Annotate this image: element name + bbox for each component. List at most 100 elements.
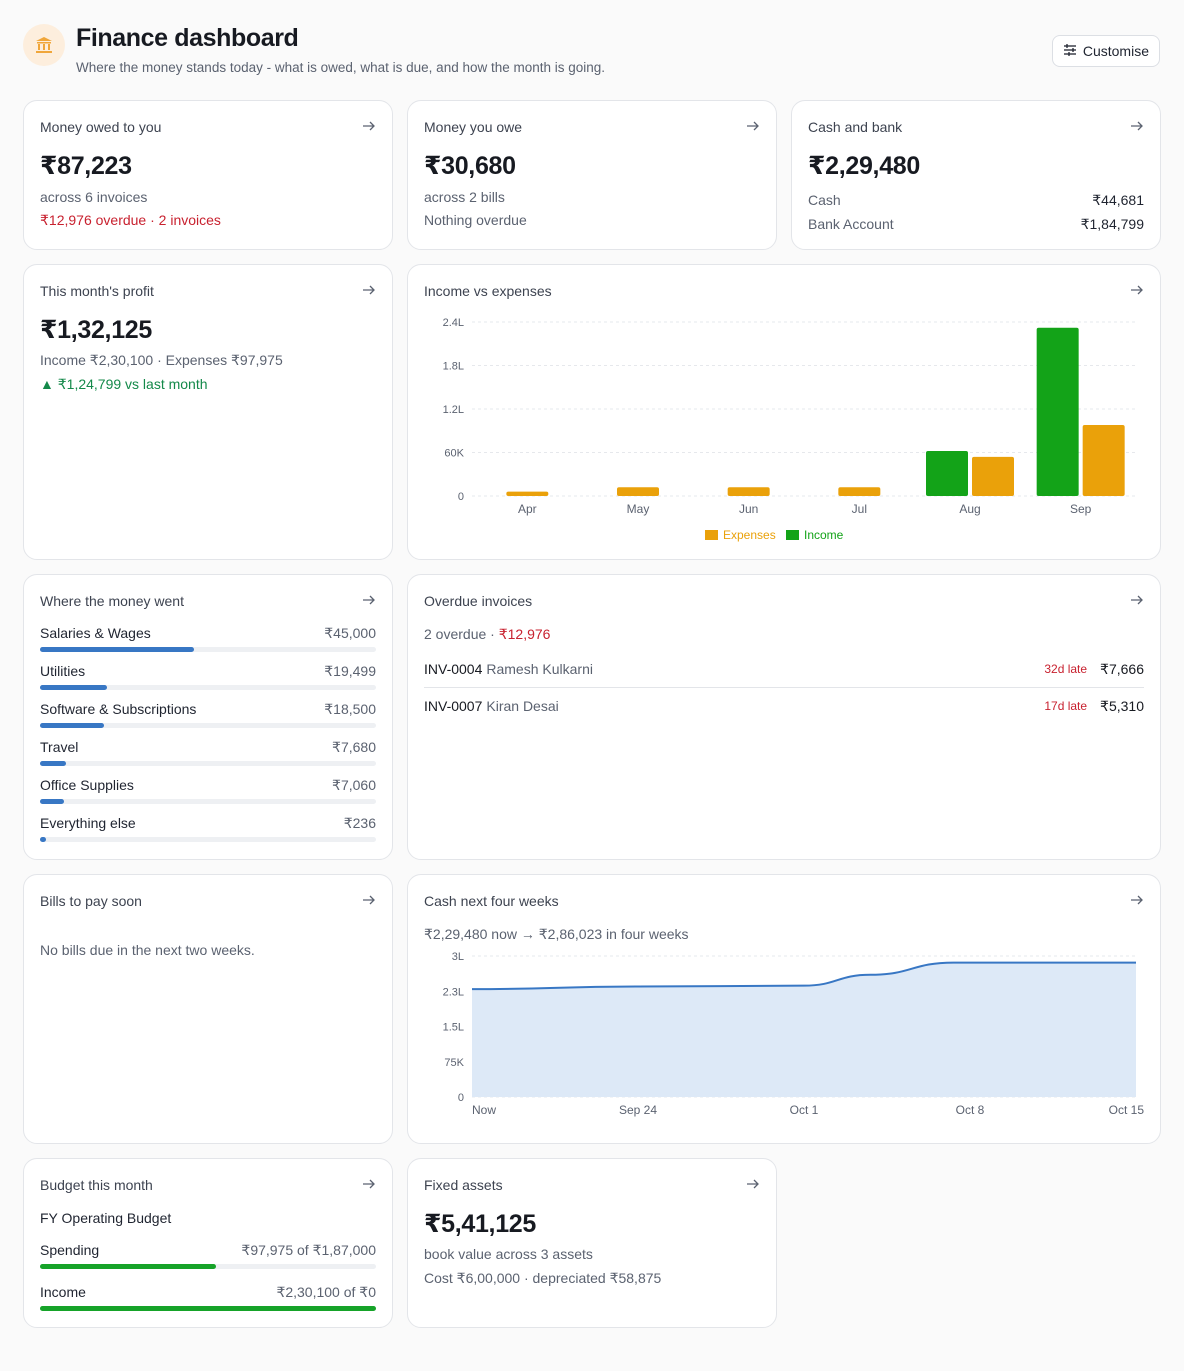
invoice-number: INV-0004	[424, 661, 483, 677]
y-tick-label: 0	[458, 491, 464, 503]
spending-progress-bar	[40, 1264, 376, 1269]
income-progress-fill	[40, 1306, 376, 1311]
forecast-summary: ₹2,29,480 now → ₹2,86,023 in four weeks	[424, 926, 689, 942]
income-vs-expenses-card[interactable]: Income vs expenses 0 60K 1.2L 1.8L 2.4L Apr Ma…	[407, 264, 1161, 560]
y-tick-label: 75K	[444, 1057, 464, 1069]
bills-to-pay-card[interactable]: Bills to pay soon No bills due in the ne…	[23, 874, 393, 1144]
category-amount: ₹7,680	[332, 739, 376, 755]
category-name: Everything else	[40, 815, 136, 831]
category-amount: ₹18,500	[324, 701, 376, 717]
budget-label: Spending	[40, 1242, 100, 1258]
days-late: 17d late	[1044, 699, 1088, 713]
overdue-total: ₹12,976	[498, 626, 551, 642]
budget-value: ₹2,30,100 of ₹0	[276, 1284, 376, 1300]
arrow-right-icon[interactable]	[362, 593, 376, 607]
legend-swatch	[786, 530, 799, 540]
cash-forecast-chart: 0 75K 1.5L 2.3L 3L Now Sep 24 Oct 1 Oct 8 Oct 15	[443, 951, 1145, 1117]
overdue-status: Nothing overdue	[424, 212, 527, 228]
invoice-amount: ₹7,666	[1100, 660, 1144, 677]
overdue-invoices-card[interactable]: Overdue invoices 2 overdue · ₹12,976 INV…	[407, 574, 1161, 860]
card-title: Money owed to you	[40, 119, 162, 135]
card-title: Budget this month	[40, 1177, 153, 1193]
arrow-right-icon[interactable]	[362, 119, 376, 133]
category-bar-fill	[40, 685, 107, 690]
arrow-right-icon[interactable]	[1130, 893, 1144, 907]
x-tick-label: Now	[472, 1103, 496, 1117]
category-bar-fill	[40, 723, 104, 728]
y-tick-label: 60K	[444, 448, 464, 460]
account-value: ₹44,681	[1092, 192, 1144, 208]
spending-progress-fill	[40, 1264, 217, 1269]
category-bar	[40, 723, 376, 728]
page-title: Finance dashboard	[76, 24, 299, 52]
card-title: Cash and bank	[808, 119, 903, 135]
y-tick-label: 1.5L	[443, 1022, 464, 1034]
category-bar-fill	[40, 761, 67, 766]
category-bar	[40, 799, 376, 804]
expense-bar	[1082, 424, 1125, 496]
account-name: Cash	[808, 192, 841, 208]
legend-label: Expenses	[723, 528, 776, 542]
card-title: Money you owe	[424, 119, 523, 135]
category-bar-fill	[40, 647, 195, 652]
expense-bar	[727, 487, 770, 496]
category-amount: ₹19,499	[324, 663, 376, 679]
legend-swatch	[705, 530, 718, 540]
amount: ₹2,29,480	[808, 152, 921, 180]
arrow-right-icon[interactable]	[362, 893, 376, 907]
arrow-right-icon[interactable]	[1130, 283, 1144, 297]
arrow-right-icon[interactable]	[746, 119, 760, 133]
cash-forecast-card[interactable]: Cash next four weeks ₹2,29,480 now → ₹2,…	[407, 874, 1161, 1144]
income-expenses-detail: Income ₹2,30,100 · Expenses ₹97,975	[40, 352, 283, 368]
legend-label: Income	[804, 528, 844, 542]
empty-state: No bills due in the next two weeks.	[40, 942, 255, 958]
budget-row: Income ₹2,30,100 of ₹0	[40, 1284, 376, 1301]
forecast-line	[471, 961, 1136, 991]
category-row: Office Supplies ₹7,060	[40, 777, 376, 794]
money-owed-card[interactable]: Money owed to you ₹87,223 across 6 invoi…	[23, 100, 393, 250]
arrow-right-icon[interactable]	[1130, 119, 1144, 133]
customise-button[interactable]: Customise	[1051, 35, 1160, 67]
income-expenses-chart: 0 60K 1.2L 1.8L 2.4L Apr May Jun Jul Aug Sep Expens…	[443, 317, 1136, 542]
overdue-count: 2 overdue ·	[424, 626, 499, 642]
cash-and-bank-card[interactable]: Cash and bank ₹2,29,480 Cash ₹44,681 Ban…	[791, 100, 1161, 250]
category-name: Salaries & Wages	[40, 625, 151, 641]
account-row: Cash ₹44,681	[808, 192, 1144, 209]
x-tick-label: Apr	[518, 502, 537, 516]
expense-bar	[617, 487, 659, 496]
invoice-row[interactable]: INV-0007 Kiran Desai 17d late ₹5,310	[424, 688, 1144, 724]
invoice-number: INV-0007	[424, 698, 483, 714]
category-row: Software & Subscriptions ₹18,500	[40, 701, 376, 718]
card-title: This month's profit	[40, 283, 154, 299]
invoice-amount: ₹5,310	[1100, 697, 1144, 714]
y-tick-label: 1.2L	[443, 404, 464, 416]
overdue-summary: 2 overdue · ₹12,976	[424, 626, 550, 643]
income-bar	[1036, 327, 1079, 496]
card-title: Fixed assets	[424, 1177, 503, 1193]
x-tick-label: May	[627, 502, 650, 516]
fixed-assets-card[interactable]: Fixed assets ₹5,41,125 book value across…	[407, 1158, 777, 1328]
y-tick-label: 1.8L	[443, 361, 464, 373]
amount: ₹1,32,125	[40, 316, 153, 344]
category-name: Software & Subscriptions	[40, 701, 197, 717]
invoice-row[interactable]: INV-0004 Ramesh Kulkarni 32d late ₹7,666	[424, 651, 1144, 687]
arrow-right-icon[interactable]	[1130, 593, 1144, 607]
budget-card[interactable]: Budget this month FY Operating Budget Sp…	[23, 1158, 393, 1328]
y-tick-label: 2.3L	[443, 986, 464, 998]
x-tick-label: Sep	[1070, 502, 1092, 516]
arrow-right-icon[interactable]	[362, 283, 376, 297]
money-you-owe-card[interactable]: Money you owe ₹30,680 across 2 bills Not…	[407, 100, 777, 250]
category-bar	[40, 761, 376, 766]
budget-name: FY Operating Budget	[40, 1210, 172, 1226]
arrow-right-icon[interactable]	[362, 1177, 376, 1191]
y-tick-label: 3L	[452, 951, 464, 963]
amount: ₹5,41,125	[424, 1210, 537, 1238]
profit-card[interactable]: This month's profit ₹1,32,125 Income ₹2,…	[23, 264, 393, 560]
expense-bar	[838, 487, 881, 496]
where-money-went-card[interactable]: Where the money went Salaries & Wages ₹45…	[23, 574, 393, 860]
month-change: ▲ ₹1,24,799 vs last month	[40, 376, 208, 392]
x-tick-label: Jun	[739, 502, 758, 516]
y-tick-label: 0	[458, 1092, 464, 1104]
arrow-right-icon[interactable]	[746, 1177, 760, 1191]
category-name: Office Supplies	[40, 777, 134, 793]
